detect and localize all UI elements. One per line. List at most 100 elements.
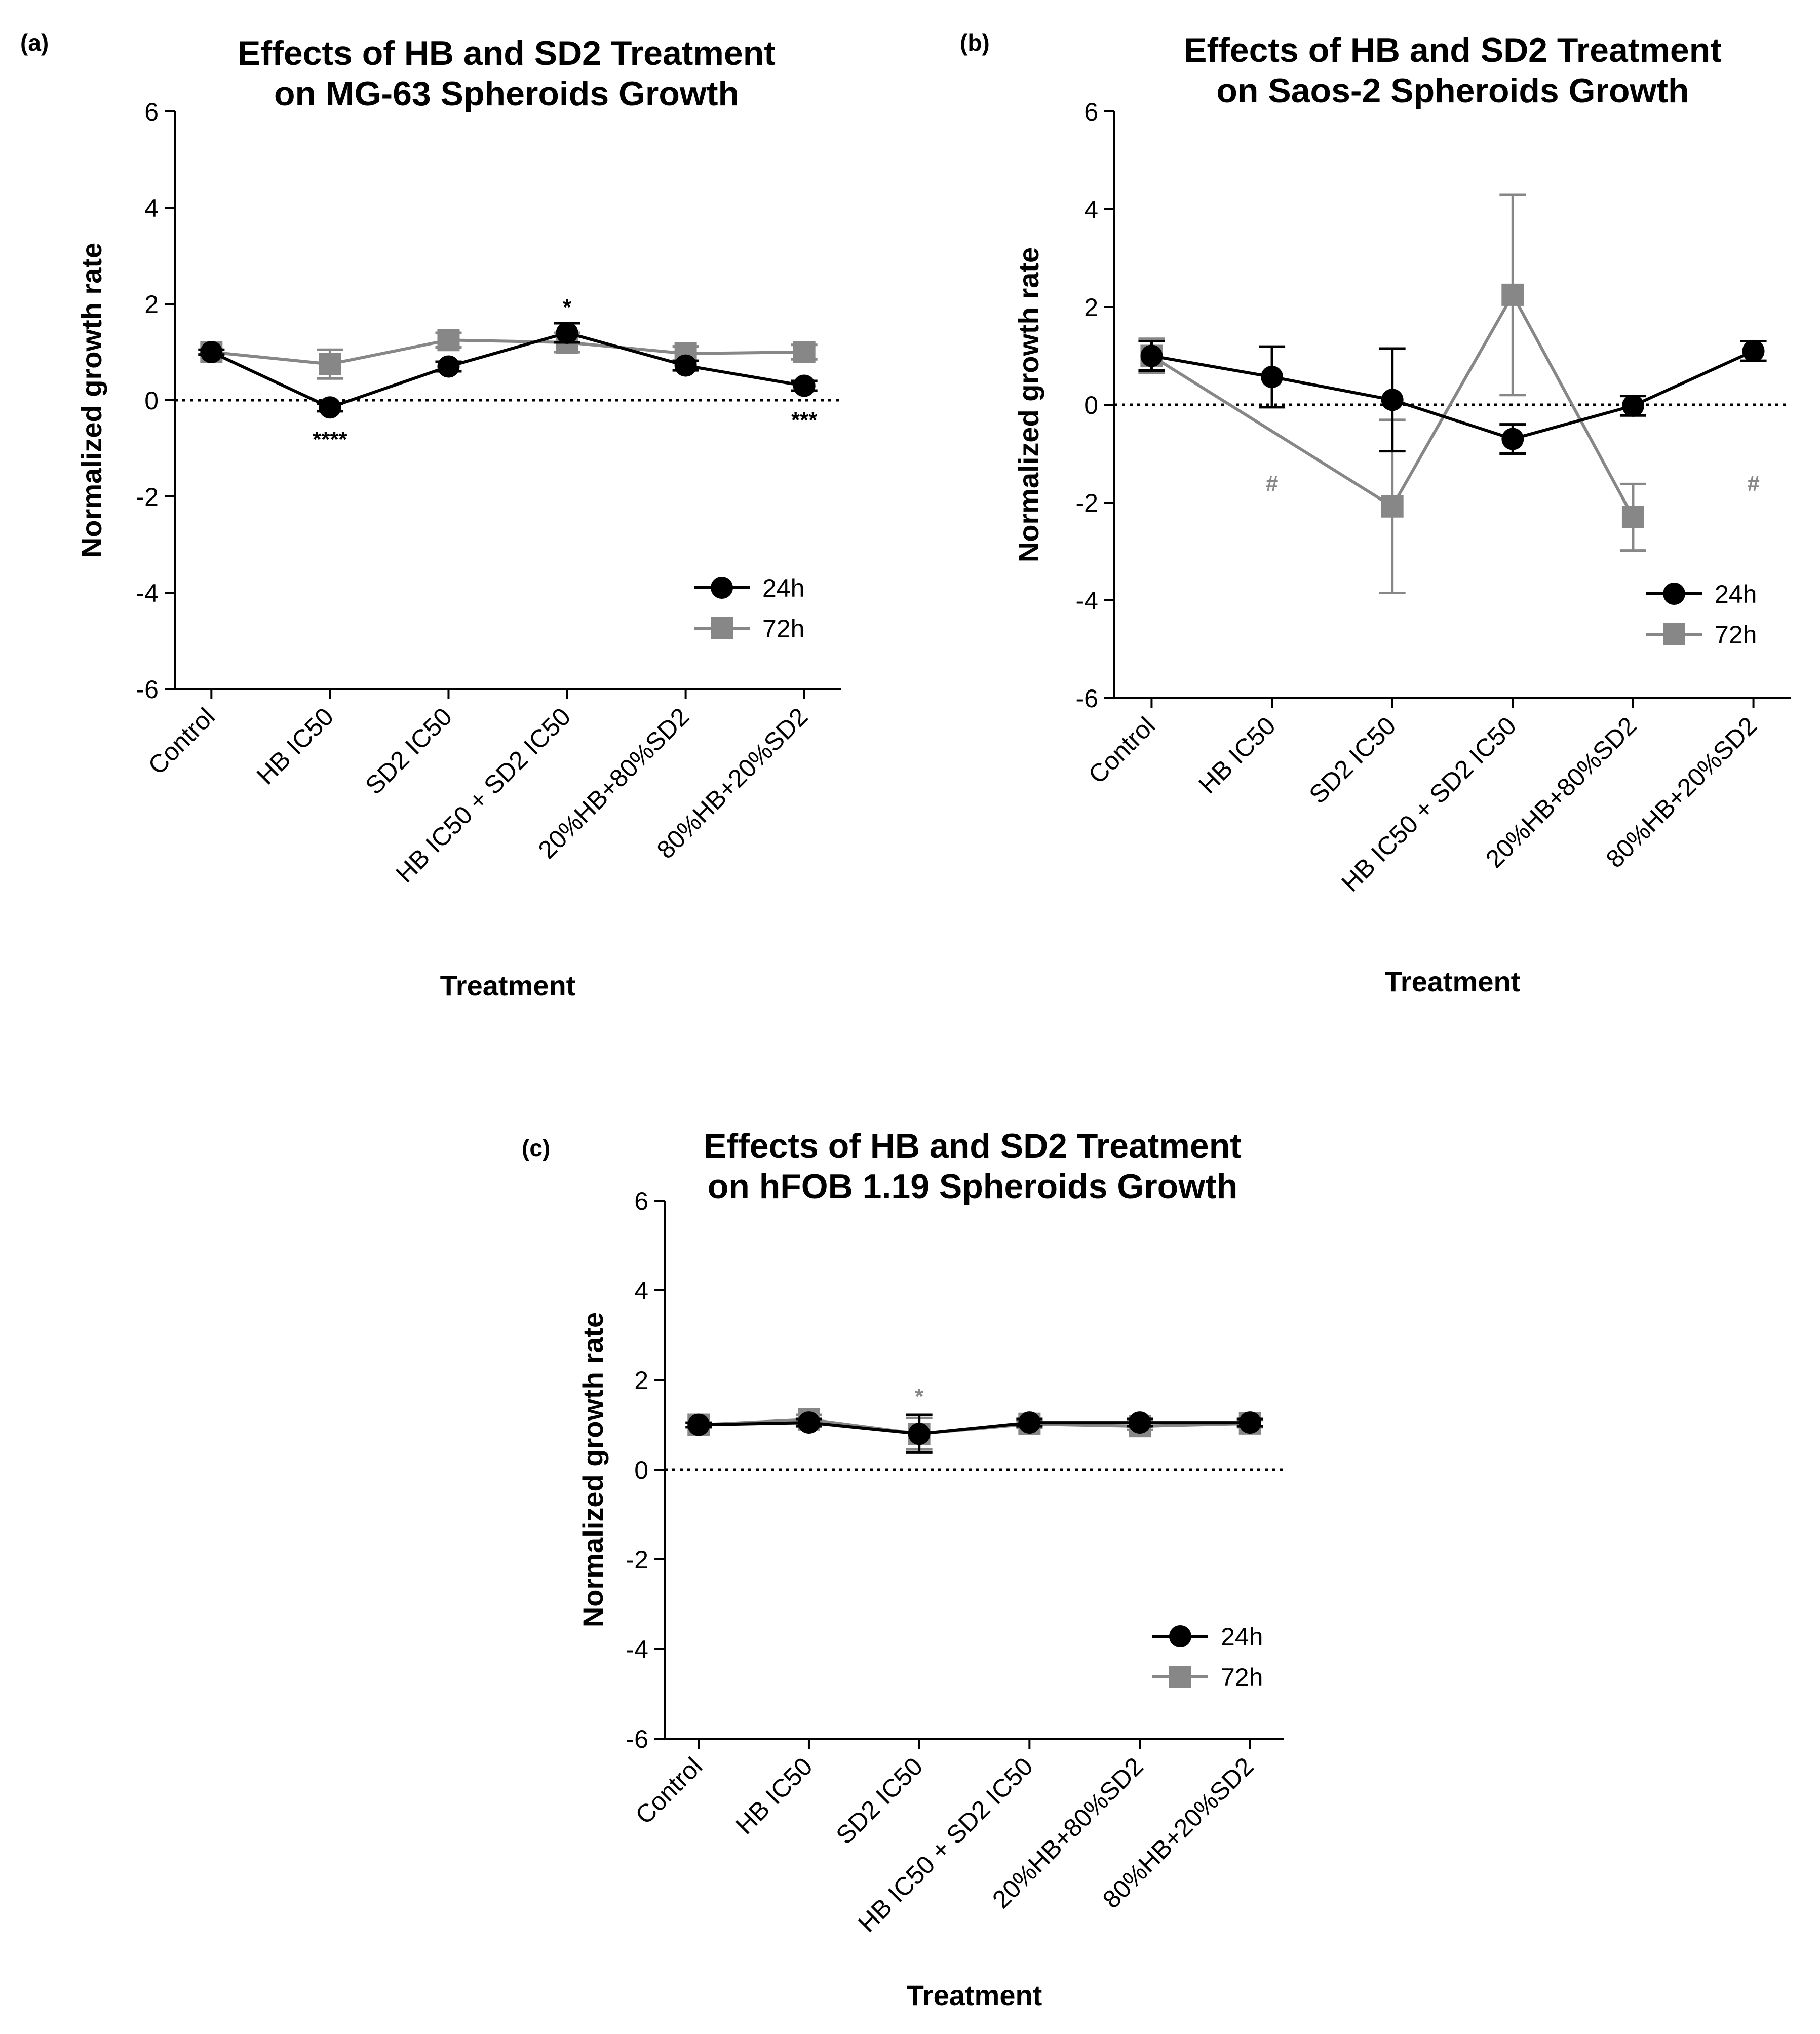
data-point: [793, 341, 816, 363]
y-tick-label: -2: [626, 1546, 648, 1574]
legend-marker: [1169, 1666, 1191, 1688]
series-24h: [685, 1411, 1263, 1454]
chart-subtitle: on Saos-2 Spheroids Growth: [1216, 71, 1689, 110]
data-point: [1261, 365, 1284, 388]
data-point: [1238, 1411, 1261, 1434]
data-point: [319, 353, 341, 375]
x-tick-label: SD2 IC50: [360, 702, 457, 800]
data-point: [1381, 389, 1404, 411]
significance-marker: *: [915, 1384, 924, 1409]
data-point: [437, 329, 460, 352]
legend-marker: [1663, 623, 1685, 645]
y-tick-label: 6: [1084, 98, 1098, 126]
significance-marker: *: [563, 295, 572, 320]
y-tick-label: 0: [1084, 391, 1098, 419]
panel-label: (c): [522, 1135, 550, 1161]
data-point: [1621, 506, 1644, 528]
significance-marker: ***: [791, 408, 818, 433]
data-point: [1501, 283, 1524, 306]
x-tick-label: Control: [143, 702, 221, 780]
data-point: [793, 374, 816, 397]
legend-marker: [1663, 583, 1685, 605]
series-line: [1151, 350, 1754, 441]
y-axis-label: Normalized growth rate: [75, 243, 107, 558]
data-point: [1140, 344, 1163, 367]
panel-label: (b): [960, 29, 990, 56]
data-point: [1381, 495, 1404, 518]
x-tick-label: Control: [1083, 711, 1161, 789]
significance-marker: #: [1266, 471, 1278, 496]
x-axis-label: Treatment: [907, 1979, 1042, 2011]
y-tick-label: 6: [144, 98, 159, 126]
y-tick-label: -2: [1076, 489, 1098, 517]
x-tick-label: SD2 IC50: [831, 1752, 928, 1850]
y-tick-label: -4: [626, 1635, 648, 1664]
series-line: [1150, 291, 1635, 518]
data-point: [200, 341, 223, 363]
y-tick-label: 0: [634, 1456, 648, 1484]
chart-title: Effects of HB and SD2 Treatment: [238, 34, 776, 72]
x-tick-label: HB IC50: [251, 702, 339, 790]
x-tick-label: HB IC50: [1193, 711, 1281, 799]
chart-title: Effects of HB and SD2 Treatment: [1184, 31, 1722, 69]
series-line: [699, 1421, 1250, 1436]
y-tick-label: 2: [144, 290, 159, 319]
series-24h: [1138, 339, 1767, 455]
y-tick-label: 2: [1084, 293, 1098, 322]
data-point: [1742, 339, 1765, 362]
data-point: [319, 396, 341, 419]
panel-label: (a): [20, 29, 49, 56]
y-tick-label: 0: [144, 387, 159, 415]
data-point: [556, 322, 578, 344]
y-tick-label: -6: [136, 675, 159, 704]
y-tick-label: 6: [634, 1187, 648, 1215]
legend-marker: [711, 617, 733, 639]
x-axis-label: Treatment: [1385, 966, 1521, 997]
legend-label: 24h: [1221, 1623, 1263, 1651]
significance-marker: ****: [313, 427, 347, 452]
data-point: [674, 354, 697, 377]
data-point: [908, 1423, 931, 1445]
legend-label: 72h: [1715, 621, 1757, 649]
series-line: [211, 331, 805, 409]
y-tick-label: -4: [1076, 587, 1098, 615]
data-point: [437, 355, 460, 378]
y-tick-label: -2: [136, 483, 159, 511]
data-point: [1129, 1411, 1151, 1434]
legend-label: 72h: [1221, 1663, 1263, 1692]
x-tick-label: Control: [630, 1752, 708, 1830]
data-point: [1621, 394, 1644, 417]
series-line: [211, 338, 804, 366]
significance-marker: #: [1747, 471, 1759, 496]
x-tick-label: HB IC50: [730, 1752, 818, 1839]
x-axis-label: Treatment: [440, 970, 576, 1002]
y-axis-label: Normalized growth rate: [577, 1312, 609, 1627]
data-point: [1501, 428, 1524, 450]
y-tick-label: 4: [144, 194, 159, 222]
y-tick-label: -6: [1076, 684, 1098, 713]
legend-label: 24h: [1715, 580, 1757, 608]
x-tick-label: SD2 IC50: [1304, 711, 1402, 809]
legend-label: 24h: [762, 574, 804, 602]
data-point: [687, 1413, 710, 1436]
y-tick-label: -6: [626, 1725, 648, 1753]
y-axis-label: Normalized growth rate: [1013, 247, 1044, 562]
legend-marker: [711, 577, 733, 599]
y-tick-label: -4: [136, 579, 159, 607]
data-point: [797, 1411, 820, 1434]
y-tick-label: 2: [634, 1366, 648, 1395]
legend-marker: [1169, 1625, 1191, 1647]
chart-title: Effects of HB and SD2 Treatment: [704, 1127, 1242, 1165]
legend-label: 72h: [762, 615, 804, 643]
data-point: [1018, 1411, 1041, 1434]
y-tick-label: 4: [634, 1277, 648, 1305]
series-24h: [198, 322, 818, 419]
chart-subtitle: on MG-63 Spheroids Growth: [274, 74, 739, 113]
